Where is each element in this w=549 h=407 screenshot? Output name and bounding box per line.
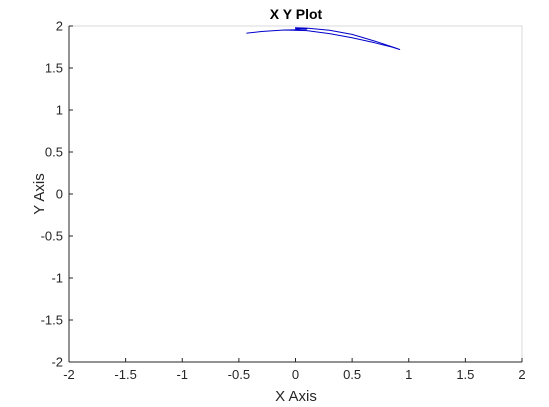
x-tick-label: 0.5 <box>343 367 361 382</box>
y-tick-label: -1.5 <box>41 313 63 328</box>
chart-title: X Y Plot <box>270 6 323 22</box>
x-tick-label: 2 <box>518 367 525 382</box>
y-tick-label: 0 <box>56 187 63 202</box>
x-axis: -2 -1.5 -1 -0.5 0 0.5 1 1.5 2 <box>63 358 526 382</box>
y-axis: -2 -1.5 -1 -0.5 0 0.5 1 1.5 2 <box>41 19 73 370</box>
y-tick-label: -2 <box>51 355 63 370</box>
x-tick-label: 0 <box>292 367 299 382</box>
y-tick-label: -0.5 <box>41 229 63 244</box>
x-axis-label: X Axis <box>275 388 317 405</box>
x-tick-label: -1.5 <box>114 367 136 382</box>
plot-area-frame <box>68 25 523 363</box>
x-tick-label: -1 <box>176 367 188 382</box>
y-tick-label: 1 <box>56 103 63 118</box>
x-tick-label: -0.5 <box>228 367 250 382</box>
x-tick-label: 1.5 <box>456 367 474 382</box>
y-tick-label: 2 <box>56 19 63 34</box>
x-tick-label: 1 <box>405 367 412 382</box>
y-tick-label: 0.5 <box>45 145 63 160</box>
x-tick-label: -2 <box>63 367 75 382</box>
y-tick-label: -1 <box>51 271 63 286</box>
y-tick-label: 1.5 <box>45 61 63 76</box>
series-layer <box>246 27 401 50</box>
series-line <box>246 27 401 50</box>
y-axis-label: Y Axis <box>31 173 48 214</box>
